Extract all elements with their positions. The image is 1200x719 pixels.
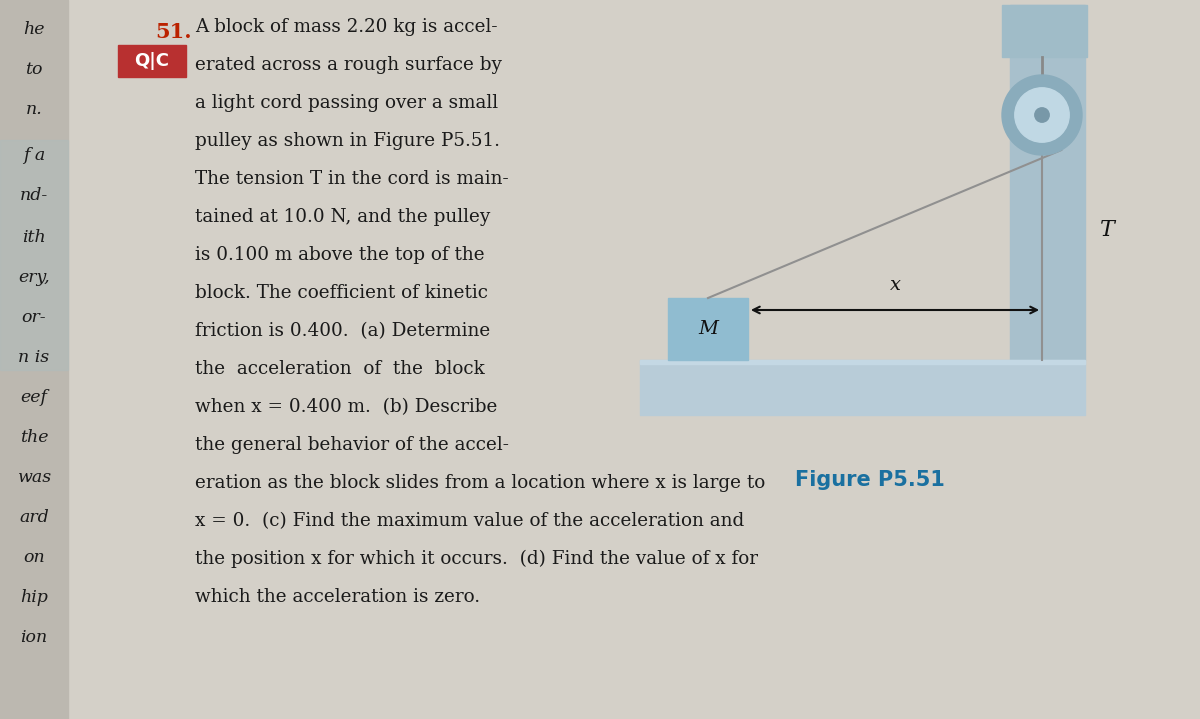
Text: was: was [17, 470, 52, 487]
Text: 51.: 51. [155, 22, 192, 42]
Text: The tension T in the cord is main-: The tension T in the cord is main- [194, 170, 509, 188]
Text: which the acceleration is zero.: which the acceleration is zero. [194, 588, 480, 606]
Circle shape [1034, 108, 1049, 122]
Text: ery,: ery, [18, 270, 50, 286]
Bar [1002, 5, 1087, 57]
Text: Q|C: Q|C [134, 52, 169, 70]
Text: Figure P5.51: Figure P5.51 [796, 470, 944, 490]
Text: hip: hip [20, 590, 48, 607]
Text: x: x [889, 276, 900, 294]
Text: when x = 0.400 m.  (b) Describe: when x = 0.400 m. (b) Describe [194, 398, 497, 416]
Bar [668, 298, 748, 360]
Circle shape [1015, 88, 1069, 142]
Bar [640, 360, 1085, 415]
Bar [0, 0, 68, 719]
Text: to: to [25, 62, 43, 78]
Text: the  acceleration  of  the  block: the acceleration of the block [194, 360, 485, 378]
Text: M: M [698, 320, 718, 338]
Text: x = 0.  (c) Find the maximum value of the acceleration and: x = 0. (c) Find the maximum value of the… [194, 512, 744, 530]
Text: A block of mass 2.20 kg is accel-: A block of mass 2.20 kg is accel- [194, 18, 498, 36]
Text: friction is 0.400.  (a) Determine: friction is 0.400. (a) Determine [194, 322, 491, 340]
Text: ith: ith [22, 229, 46, 245]
Text: a light cord passing over a small: a light cord passing over a small [194, 94, 498, 112]
Text: n is: n is [18, 349, 49, 367]
Bar [1010, 5, 1085, 360]
Text: nd-: nd- [20, 188, 48, 204]
Text: block. The coefficient of kinetic: block. The coefficient of kinetic [194, 284, 488, 302]
Bar [640, 360, 1085, 364]
Text: ion: ion [20, 630, 48, 646]
Text: or-: or- [22, 309, 47, 326]
Text: eration as the block slides from a location where x is large to: eration as the block slides from a locat… [194, 474, 766, 492]
Text: f a: f a [23, 147, 46, 163]
Text: T: T [1100, 219, 1115, 241]
Circle shape [1002, 75, 1082, 155]
Text: the general behavior of the accel-: the general behavior of the accel- [194, 436, 509, 454]
Text: eef: eef [20, 390, 48, 406]
Text: erated across a rough surface by: erated across a rough surface by [194, 56, 502, 74]
Text: pulley as shown in Figure P5.51.: pulley as shown in Figure P5.51. [194, 132, 500, 150]
Text: on: on [23, 549, 44, 567]
Bar [118, 45, 186, 77]
Bar [0, 140, 68, 370]
Text: the position x for which it occurs.  (d) Find the value of x for: the position x for which it occurs. (d) … [194, 550, 758, 568]
Text: he: he [23, 22, 44, 39]
Text: tained at 10.0 N, and the pulley: tained at 10.0 N, and the pulley [194, 208, 491, 226]
Text: ard: ard [19, 510, 49, 526]
Text: n.: n. [25, 101, 42, 119]
Text: the: the [19, 429, 48, 446]
Text: is 0.100 m above the top of the: is 0.100 m above the top of the [194, 246, 485, 264]
